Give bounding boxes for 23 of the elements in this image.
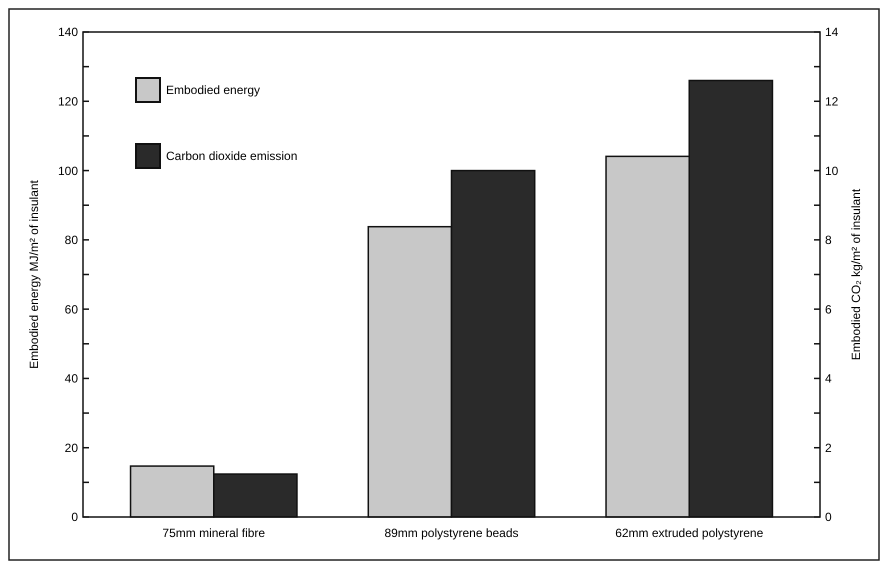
y2-tick-label: 4: [825, 372, 832, 386]
x-tick-label: 75mm mineral fibre: [162, 526, 266, 540]
y2-tick-label: 10: [825, 164, 839, 178]
y-tick-label: 140: [58, 25, 78, 40]
y-tick-label: 100: [58, 164, 78, 178]
y2-tick-label: 14: [825, 25, 839, 40]
y-tick-label: 60: [64, 302, 78, 316]
y-tick-label: 120: [58, 94, 78, 108]
y2-axis-title: Embodied CO₂ kg/m² of insulant: [849, 188, 863, 360]
y2-tick-label: 2: [825, 440, 832, 455]
legend-label: Embodied energy: [166, 83, 260, 98]
y-axis-title: Embodied energy MJ/m² of insulant: [27, 179, 41, 369]
y-tick-label: 80: [64, 233, 78, 248]
x-tick-label: 89mm polystyrene beads: [384, 526, 519, 540]
y-tick-label: 0: [71, 510, 78, 524]
legend-label: Carbon dioxide emission: [166, 149, 298, 164]
y-tick-label: 20: [64, 440, 78, 455]
y-tick-label: 40: [64, 372, 78, 386]
y2-tick-label: 6: [825, 302, 832, 316]
y2-tick-label: 12: [825, 94, 839, 108]
x-tick-label: 62mm extruded polystyrene: [615, 526, 764, 540]
y2-tick-label: 8: [825, 233, 832, 248]
y2-tick-label: 0: [825, 510, 832, 524]
